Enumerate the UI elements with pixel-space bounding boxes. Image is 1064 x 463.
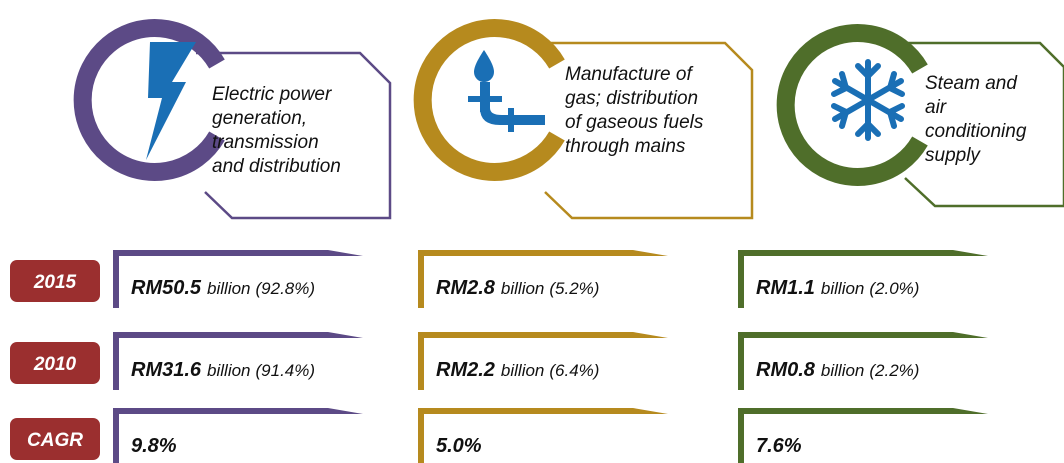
sector-label: and distribution [212, 156, 341, 177]
cell-frame [418, 250, 668, 308]
amount: RM0.8 [756, 359, 816, 381]
amount: RM2.2 [436, 359, 495, 381]
lightning-icon [146, 42, 196, 160]
sector-label: through mains [565, 136, 686, 157]
share: (92.8%) [256, 279, 316, 298]
ring [776, 24, 928, 186]
row-label: 2010 [33, 354, 77, 375]
cell-frame [418, 408, 668, 463]
unit: billion [821, 361, 864, 380]
share: (5.2%) [549, 279, 599, 298]
sector-label: conditioning [925, 121, 1027, 142]
share: (6.4%) [549, 361, 599, 380]
share: (2.0%) [869, 279, 919, 298]
row-badge [10, 342, 100, 384]
row-badge [10, 260, 100, 302]
cell-text: RM31.6 billion (91.4%) [131, 359, 315, 381]
cell-text: RM0.8 billion (2.2%) [756, 359, 919, 381]
label-box [196, 51, 392, 220]
sector-label: gas; distribution [565, 88, 698, 109]
row-label: CAGR [27, 430, 83, 451]
sector-label: transmission [212, 132, 319, 153]
sector-label: generation, [212, 108, 307, 129]
cell-text: RM2.8 billion (5.2%) [436, 277, 599, 299]
unit: billion [501, 361, 544, 380]
unit: billion [207, 361, 250, 380]
unit: billion [821, 279, 864, 298]
share: (2.2%) [869, 361, 919, 380]
cell-text: 7.6% [756, 435, 802, 457]
cell-frame [113, 408, 363, 463]
sector-label: Steam and [925, 73, 1018, 94]
amount: 5.0% [436, 435, 482, 457]
cell-text: RM2.2 billion (6.4%) [436, 359, 599, 381]
cell-frame [738, 408, 988, 463]
amount: RM1.1 [756, 277, 815, 299]
unit: billion [501, 279, 544, 298]
cell-frame [113, 250, 363, 308]
pipe-icon [468, 50, 545, 132]
amount: RM31.6 [131, 359, 202, 381]
sector-label: air [925, 97, 947, 118]
ring [413, 19, 565, 181]
cell-text: RM50.5 billion (92.8%) [131, 277, 315, 299]
unit: billion [207, 279, 250, 298]
cell-text: RM1.1 billion (2.0%) [756, 277, 919, 299]
sector-label: of gaseous fuels [565, 112, 704, 133]
sector-label: Electric power [212, 84, 332, 105]
sector-label: supply [925, 145, 981, 166]
row-badge [10, 418, 100, 460]
label-box [904, 41, 1064, 208]
cell-text: 5.0% [436, 435, 482, 457]
snowflake-icon [831, 59, 905, 141]
amount: 9.8% [131, 435, 177, 457]
amount: RM2.8 [436, 277, 496, 299]
ring [73, 19, 225, 181]
amount: 7.6% [756, 435, 802, 457]
label-box [540, 41, 754, 220]
cell-frame [113, 332, 363, 390]
sector-label: Manufacture of [565, 64, 693, 85]
amount: RM50.5 [131, 277, 202, 299]
share: (91.4%) [256, 361, 316, 380]
cell-frame [738, 250, 988, 308]
cell-frame [738, 332, 988, 390]
cell-frame [418, 332, 668, 390]
row-label: 2015 [33, 272, 77, 293]
cell-text: 9.8% [131, 435, 177, 457]
